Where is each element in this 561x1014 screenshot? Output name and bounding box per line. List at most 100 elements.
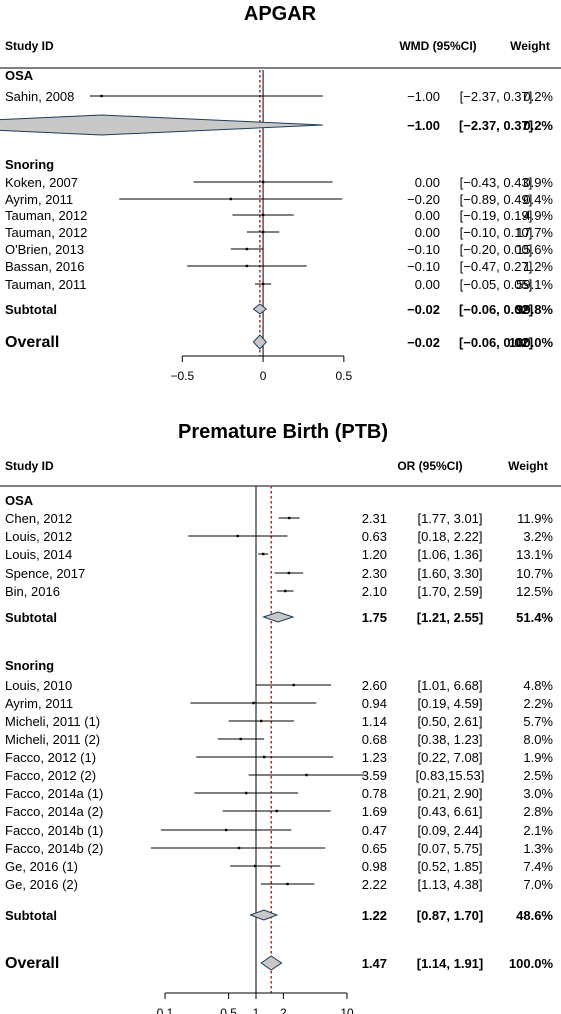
study-label: Tauman, 2011: [5, 277, 86, 292]
study-ci: [0.09, 2.44]: [417, 823, 482, 838]
study-ci: [0.83,15.53]: [416, 768, 485, 783]
panel-apgar: APGAR Study ID WMD (95%CI) Weight OSA Sahin, …: [0, 3, 561, 383]
study-weight: 10.7%: [516, 566, 553, 581]
study-ci: [1.06, 1.36]: [417, 547, 482, 562]
study-ci: [1.13, 4.38]: [417, 877, 482, 892]
study-label: Louis, 2012: [5, 529, 72, 544]
point-estimate: [261, 213, 265, 217]
study-label: Ayrim, 2011: [5, 696, 73, 711]
study-ci: [−0.10, 0.10]: [460, 225, 533, 240]
point-estimate: [237, 846, 241, 850]
point-estimate: [236, 534, 239, 538]
subtotal-label: Subtotal: [5, 908, 57, 923]
point-estimate: [229, 197, 232, 201]
study-label: Ge, 2016 (1): [5, 859, 78, 874]
study-ci: [1.01, 6.68]: [417, 678, 482, 693]
study-effect: 0.00: [415, 277, 440, 292]
study-label: Facco, 2012 (1): [5, 750, 96, 765]
study-label: Sahin, 2008: [5, 89, 74, 104]
overall-ci: [−0.06, 0.02]: [459, 335, 533, 350]
subtotal-effect: −0.02: [407, 302, 440, 317]
subtotal-ci: [1.21, 2.55]: [417, 610, 484, 625]
study-effect: −0.10: [407, 242, 440, 257]
study-weight: 17.7%: [516, 225, 553, 240]
study-ci: [0.43, 6.61]: [417, 804, 482, 819]
subtotal-label: Subtotal: [5, 302, 57, 317]
study-effect: 2.30: [362, 566, 387, 581]
study-effect: 0.00: [415, 175, 440, 190]
study-label: Bin, 2016: [5, 584, 60, 599]
study-weight: 0.9%: [523, 175, 553, 190]
point-estimate: [239, 737, 242, 741]
study-label: Louis, 2010: [5, 678, 72, 693]
study-effect: 2.31: [362, 511, 387, 526]
study-effect: −0.20: [407, 192, 440, 207]
study-label: Louis, 2014: [5, 547, 72, 562]
study-weight: 4.9%: [523, 208, 553, 223]
study-ci: [−0.43, 0.43]: [460, 175, 533, 190]
subtotal-weight: 48.6%: [516, 908, 553, 923]
column-header-weight: Weight: [510, 39, 550, 53]
study-ci: [0.52, 1.85]: [417, 859, 482, 874]
subtotal-label: Subtotal: [5, 610, 57, 625]
x-tick-label: 0: [260, 369, 267, 383]
subtotal-diamond: [261, 611, 295, 623]
study-label: Ge, 2016 (2): [5, 877, 78, 892]
column-header-weight: Weight: [508, 459, 548, 473]
point-estimate: [261, 230, 265, 234]
study-label: Micheli, 2011 (2): [5, 732, 100, 747]
point-estimate: [245, 264, 249, 268]
point-estimate: [261, 282, 265, 286]
overall-label: Overall: [5, 334, 59, 351]
study-effect: 0.68: [362, 732, 387, 747]
study-ci: [0.22, 7.08]: [417, 750, 482, 765]
study-label: Facco, 2014b (1): [5, 823, 103, 838]
point-estimate: [262, 552, 265, 556]
study-weight: 12.5%: [516, 584, 553, 599]
study-weight: 1.3%: [523, 841, 553, 856]
study-ci: [−0.05, 0.05]: [460, 277, 533, 292]
x-tick-label: −0.5: [170, 369, 194, 383]
study-label: Chen, 2012: [5, 511, 72, 526]
study-ci: [−2.37, 0.37]: [460, 89, 533, 104]
overall-weight: 100.0%: [509, 956, 554, 971]
column-header-effect: WMD (95%CI): [399, 39, 476, 53]
point-estimate: [292, 683, 295, 687]
study-effect: 0.65: [362, 841, 387, 856]
subtotal-weight: 51.4%: [516, 610, 553, 625]
study-effect: 2.10: [362, 584, 387, 599]
x-tick-label: 0.5: [220, 1006, 237, 1014]
group-label-1: Snoring: [5, 658, 54, 673]
study-ci: [0.19, 4.59]: [417, 696, 482, 711]
study-weight: 7.4%: [523, 859, 553, 874]
subtotal-weight: 0.2%: [523, 118, 553, 133]
point-estimate: [100, 94, 103, 98]
overall-ci: [1.14, 1.91]: [417, 956, 484, 971]
study-weight: 0.2%: [523, 89, 553, 104]
study-ci: [1.77, 3.01]: [417, 511, 482, 526]
study-ci: [0.07, 5.75]: [417, 841, 482, 856]
study-ci: [1.60, 3.30]: [417, 566, 482, 581]
point-estimate: [261, 180, 265, 184]
study-ci: [−0.89, 0.49]: [460, 192, 533, 207]
subtotal-ci: [−0.06, 0.02]: [459, 302, 533, 317]
point-estimate: [305, 773, 308, 777]
subtotal-weight: 99.8%: [516, 302, 553, 317]
study-weight: 0.4%: [523, 192, 553, 207]
study-label: Tauman, 2012: [5, 225, 87, 240]
study-weight: 2.2%: [523, 696, 553, 711]
x-tick-label: 1: [253, 1006, 260, 1014]
subtotal-diamond: [0, 114, 323, 136]
study-effect: 1.23: [362, 750, 387, 765]
study-effect: 1.69: [362, 804, 387, 819]
study-weight: 2.5%: [523, 768, 553, 783]
study-effect: −0.10: [407, 259, 440, 274]
group-label-0: OSA: [5, 68, 34, 83]
panel-ptb: Premature Birth (PTB) Study ID OR (95%CI) W…: [0, 421, 561, 1014]
study-label: O'Brien, 2013: [5, 242, 84, 257]
study-label: Bassan, 2016: [5, 259, 85, 274]
study-effect: 0.63: [362, 529, 387, 544]
study-weight: 59.1%: [516, 277, 553, 292]
column-header-study: Study ID: [5, 39, 54, 53]
